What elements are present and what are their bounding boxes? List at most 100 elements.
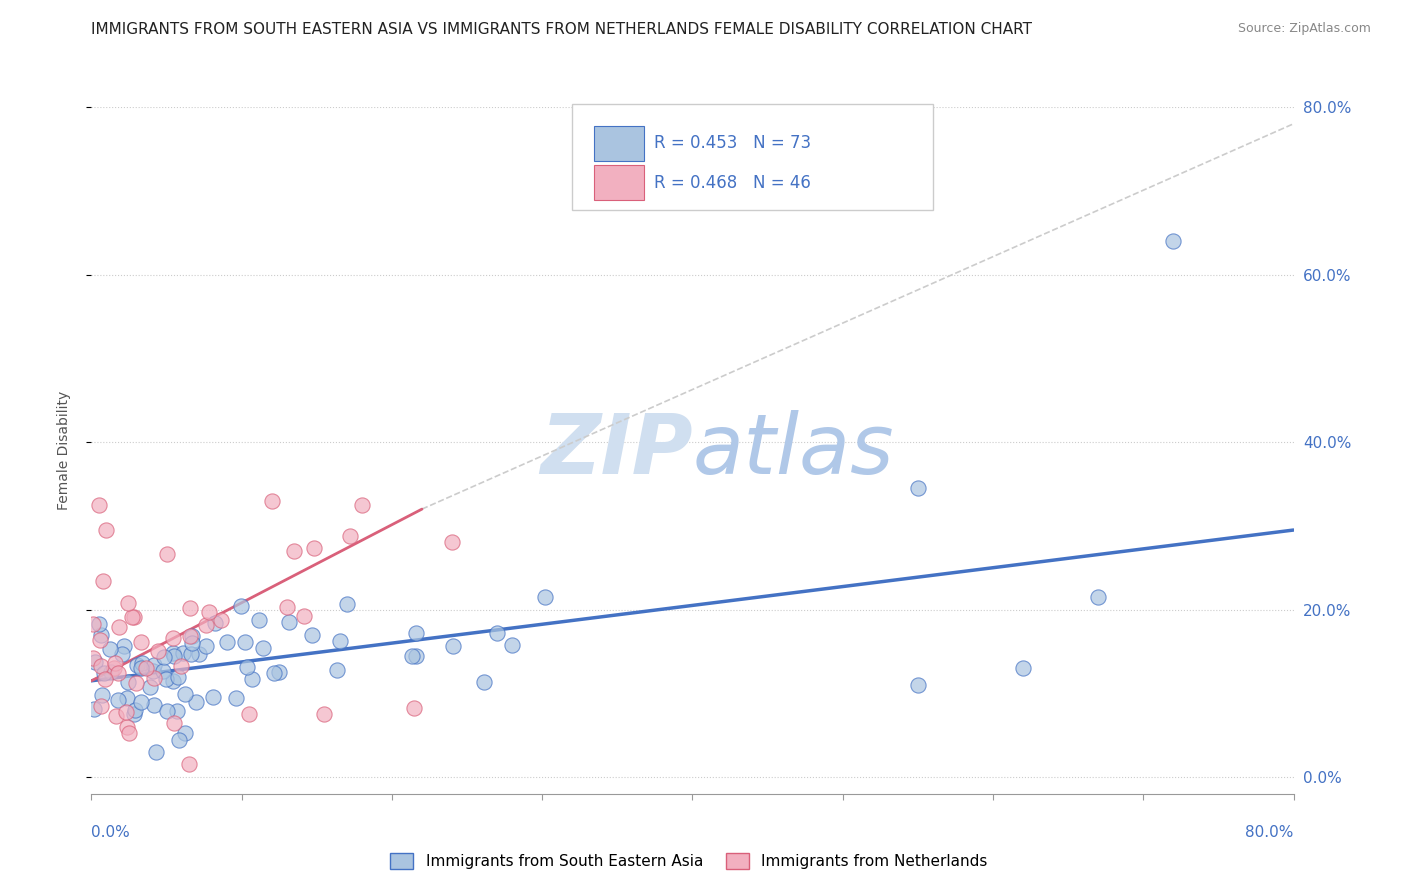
Point: [194, 618, 217, 632]
Point: [533, 590, 555, 604]
Point: [127, 657, 149, 672]
Point: [314, 707, 336, 722]
Point: [209, 613, 232, 627]
Text: R = 0.468   N = 46: R = 0.468 N = 46: [654, 174, 811, 192]
Point: [441, 640, 464, 654]
Point: [166, 670, 188, 684]
Point: [174, 687, 197, 701]
Point: [292, 608, 315, 623]
Point: [125, 675, 148, 690]
Point: [329, 633, 352, 648]
Text: R = 0.453   N = 73: R = 0.453 N = 73: [654, 135, 811, 153]
Point: [90, 688, 112, 702]
Point: [146, 644, 169, 658]
Point: [260, 493, 283, 508]
Point: [131, 657, 153, 671]
Point: [153, 650, 176, 665]
Text: atlas: atlas: [692, 410, 894, 491]
Point: [139, 680, 162, 694]
Point: [174, 725, 197, 739]
Point: [91, 574, 114, 588]
Point: [115, 720, 138, 734]
Point: [111, 647, 134, 661]
Point: [162, 646, 184, 660]
Point: [276, 599, 298, 614]
Point: [350, 498, 373, 512]
Point: [129, 635, 152, 649]
Point: [90, 698, 112, 713]
Point: [93, 672, 115, 686]
Point: [142, 657, 165, 672]
Point: [907, 481, 929, 495]
Point: [339, 529, 361, 543]
Point: [187, 647, 209, 661]
Point: [401, 648, 423, 663]
Point: [105, 709, 128, 723]
Text: IMMIGRANTS FROM SOUTH EASTERN ASIA VS IMMIGRANTS FROM NETHERLANDS FEMALE DISABIL: IMMIGRANTS FROM SOUTH EASTERN ASIA VS IM…: [91, 22, 1032, 37]
Point: [131, 695, 153, 709]
Point: [112, 639, 135, 653]
Legend: Immigrants from South Eastern Asia, Immigrants from Netherlands: Immigrants from South Eastern Asia, Immi…: [384, 847, 994, 875]
Point: [118, 725, 141, 739]
Point: [172, 646, 194, 660]
Point: [247, 613, 270, 627]
Point: [163, 715, 186, 730]
Point: [122, 707, 145, 722]
Point: [217, 634, 239, 648]
Point: [163, 649, 186, 664]
Point: [179, 756, 201, 771]
Point: [96, 523, 118, 537]
Point: [1087, 590, 1109, 604]
Point: [405, 649, 427, 664]
Point: [179, 601, 201, 615]
Point: [124, 610, 146, 624]
Point: [302, 541, 325, 555]
Point: [235, 659, 257, 673]
Point: [82, 650, 104, 665]
Point: [238, 707, 260, 722]
Point: [252, 641, 274, 656]
Point: [201, 690, 224, 704]
Point: [301, 628, 323, 642]
Text: 0.0%: 0.0%: [91, 825, 131, 840]
Point: [326, 663, 349, 677]
Point: [87, 616, 110, 631]
Point: [83, 655, 105, 669]
Point: [485, 626, 508, 640]
FancyBboxPatch shape: [572, 103, 934, 211]
Point: [117, 675, 139, 690]
Point: [263, 666, 285, 681]
Text: 80.0%: 80.0%: [1246, 825, 1294, 840]
Point: [184, 695, 207, 709]
Point: [229, 599, 252, 613]
Point: [90, 659, 112, 673]
Point: [115, 706, 138, 720]
Point: [233, 634, 256, 648]
Point: [242, 672, 264, 686]
Point: [204, 616, 226, 631]
Point: [143, 671, 166, 685]
Point: [170, 659, 193, 673]
Point: [1012, 661, 1035, 675]
Point: [89, 633, 111, 648]
Point: [162, 673, 184, 688]
Point: [225, 691, 247, 706]
Point: [82, 617, 104, 632]
Point: [156, 548, 179, 562]
Point: [472, 675, 495, 690]
Point: [195, 639, 218, 653]
Point: [167, 733, 190, 747]
Point: [107, 693, 129, 707]
Point: [152, 664, 174, 678]
Point: [269, 665, 291, 680]
Text: ZIP: ZIP: [540, 410, 692, 491]
Point: [83, 702, 105, 716]
Point: [90, 628, 112, 642]
Point: [404, 701, 426, 715]
Point: [180, 629, 202, 643]
Point: [278, 615, 301, 629]
Point: [135, 661, 157, 675]
Point: [180, 636, 202, 650]
Point: [108, 620, 131, 634]
Point: [117, 596, 139, 610]
